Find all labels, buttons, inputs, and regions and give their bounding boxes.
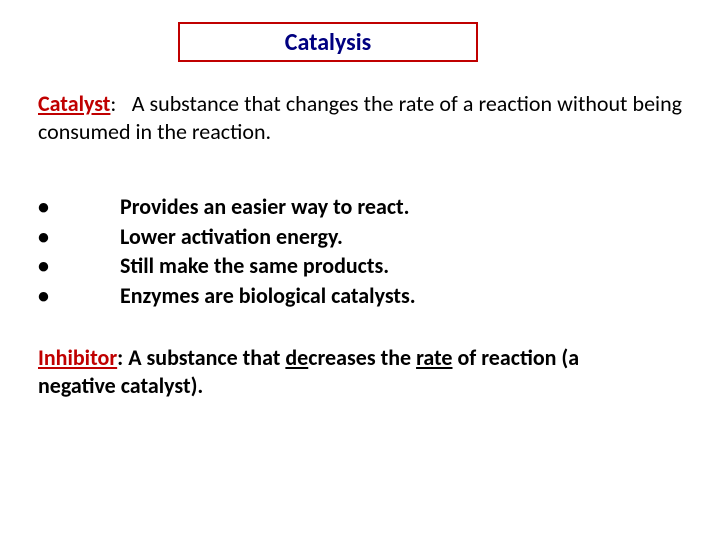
bullet-icon: • — [38, 192, 120, 222]
list-item: • Enzymes are biological catalysts. — [38, 281, 682, 311]
catalyst-definition: Catalyst: A substance that changes the r… — [38, 90, 682, 145]
inhibitor-underline-1: de — [285, 344, 308, 371]
inhibitor-text-before: A substance that — [123, 344, 285, 371]
catalyst-term: Catalyst — [38, 90, 110, 117]
list-item: • Still make the same products. — [38, 251, 682, 281]
inhibitor-text-mid: creases the — [308, 344, 416, 371]
list-item: • Lower activation energy. — [38, 222, 682, 252]
bullet-text: Still make the same products. — [120, 251, 389, 281]
bullet-text: Enzymes are biological catalysts. — [120, 281, 416, 311]
slide-title: Catalysis — [285, 28, 371, 57]
title-box: Catalysis — [178, 22, 478, 62]
list-item: • Provides an easier way to react. — [38, 192, 682, 222]
bullet-list: • Provides an easier way to react. • Low… — [38, 192, 682, 311]
inhibitor-definition: Inhibitor: A substance that decreases th… — [38, 344, 660, 399]
bullet-icon: • — [38, 281, 120, 311]
bullet-text: Provides an easier way to react. — [120, 192, 410, 222]
bullet-icon: • — [38, 251, 120, 281]
catalyst-definition-text: A substance that changes the rate of a r… — [38, 90, 682, 145]
inhibitor-term: Inhibitor — [38, 344, 117, 371]
bullet-icon: • — [38, 222, 120, 252]
inhibitor-underline-2: rate — [416, 344, 452, 371]
bullet-text: Lower activation energy. — [120, 222, 343, 252]
catalyst-colon: : — [110, 90, 116, 117]
